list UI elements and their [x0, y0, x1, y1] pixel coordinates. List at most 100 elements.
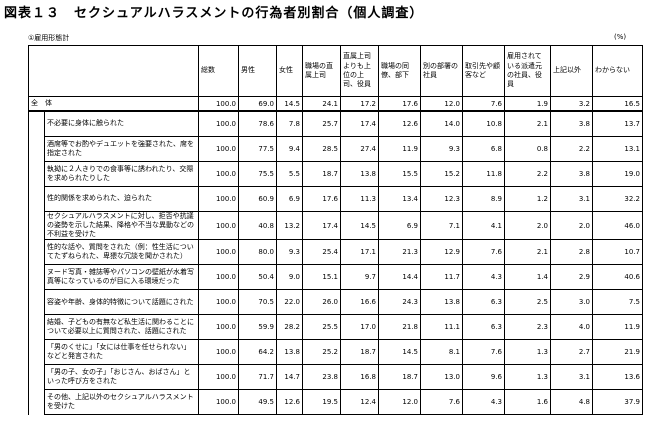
indent	[28, 186, 45, 212]
cell: 12.0	[378, 389, 421, 416]
cell: 6.3	[462, 314, 505, 341]
cell: 7.6	[462, 239, 505, 266]
row: 結婚、子どもの有無など私生活に関わることについて必要以上に質問された、話題にされ…	[28, 314, 643, 341]
cell: 10.8	[462, 110, 505, 137]
subtitle: ①雇用形態計	[28, 34, 70, 42]
cell: 78.6	[238, 110, 277, 137]
total-row: 全 体 100.0 69.0 14.5 24.1 17.2 17.6 12.0 7.6 1.9 3.…	[28, 96, 643, 112]
cell: 16.6	[340, 289, 379, 316]
cell: 14.5	[276, 96, 303, 112]
cell: 12.6	[378, 110, 421, 137]
row-label: 不必要に身体に触られた	[44, 110, 199, 137]
cell: 0.8	[504, 136, 551, 162]
cell: 7.5	[592, 289, 643, 316]
cell: 19.5	[302, 389, 341, 416]
cell: 25.4	[302, 239, 341, 266]
column-header: 総数	[198, 45, 239, 97]
cell: 7.6	[462, 96, 505, 112]
cell: 17.2	[340, 96, 379, 112]
cell: 16.5	[592, 96, 643, 112]
cell: 21.9	[592, 339, 643, 366]
row: 性的関係を求められた、迫られた 100.0 60.9 6.9 17.6 11.3 13.4 1…	[28, 186, 643, 212]
row: 酒席等でお酌やデュエットを強要された、席を指定された 100.0 77.5 9.4 28…	[28, 136, 643, 162]
cell: 27.4	[340, 136, 379, 162]
cell: 100.0	[198, 389, 239, 416]
cell: 9.3	[276, 239, 303, 266]
cell: 7.6	[462, 339, 505, 366]
indent	[28, 314, 45, 340]
cell: 100.0	[198, 161, 239, 187]
row-label: 執拗に２人きりでの食事等に誘われたり、交際を求められたりした	[44, 161, 199, 187]
cell: 6.9	[276, 186, 303, 212]
cell: 7.1	[420, 210, 463, 241]
column-header: わからない	[592, 45, 643, 97]
row-label: 容姿や年齢、身体的特徴について話題にされた	[44, 289, 199, 316]
cell: 25.2	[302, 339, 341, 366]
cell: 25.5	[302, 314, 341, 341]
cell: 32.2	[592, 186, 643, 212]
cell: 3.1	[550, 364, 593, 391]
cell: 37.9	[592, 389, 643, 416]
cell: 28.2	[276, 314, 303, 341]
cell: 100.0	[198, 339, 239, 366]
cell: 8.1	[420, 339, 463, 366]
indent	[28, 389, 45, 415]
cell: 2.8	[550, 239, 593, 266]
cell: 1.4	[504, 264, 551, 291]
column-header: 職場の同僚、部下	[378, 45, 421, 97]
cell: 22.0	[276, 289, 303, 316]
row-label: ヌード写真・雑誌等やパソコンの壁紙が水着写真等になっているのが目に入る環境だった	[44, 264, 199, 291]
cell: 13.8	[276, 339, 303, 366]
row: 「男のくせに」「女には仕事を任せられない」などと発言された 100.0 64.2 13…	[28, 339, 643, 366]
cell: 4.1	[462, 210, 505, 241]
cell: 21.8	[378, 314, 421, 341]
cell: 70.5	[238, 289, 277, 316]
cell: 12.9	[420, 239, 463, 266]
cell: 4.8	[550, 389, 593, 416]
cell: 100.0	[198, 289, 239, 316]
cell: 23.8	[302, 364, 341, 391]
row: 不必要に身体に触られた 100.0 78.6 7.8 25.7 17.4 12.6 14.0 1…	[28, 110, 643, 137]
cell: 3.0	[550, 289, 593, 316]
cell: 13.0	[420, 364, 463, 391]
row-label: 性的関係を求められた、迫られた	[44, 186, 199, 212]
cell: 3.2	[550, 96, 593, 112]
cell: 71.7	[238, 364, 277, 391]
cell: 12.3	[420, 186, 463, 212]
cell: 100.0	[198, 264, 239, 291]
cell: 100.0	[198, 210, 239, 241]
indent	[28, 239, 45, 265]
cell: 9.3	[420, 136, 463, 162]
cell: 15.2	[420, 161, 463, 187]
cell: 25.7	[302, 110, 341, 137]
cell: 8.9	[462, 186, 505, 212]
cell: 2.0	[550, 210, 593, 241]
cell: 2.7	[550, 339, 593, 366]
cell: 6.8	[462, 136, 505, 162]
cell: 15.5	[378, 161, 421, 187]
cell: 3.1	[550, 186, 593, 212]
row-label: 酒席等でお酌やデュエットを強要された、席を指定された	[44, 136, 199, 162]
cell: 2.3	[504, 314, 551, 341]
cell: 2.1	[504, 110, 551, 137]
cell: 1.9	[504, 96, 551, 112]
cell: 14.0	[420, 110, 463, 137]
row-label: 性的な話や、質問をされた（例：性生活についてたずねられた、卑猥な冗談を聞かされた…	[44, 239, 199, 266]
cell: 14.7	[276, 364, 303, 391]
cell: 5.5	[276, 161, 303, 187]
row-label: セクシュアルハラスメントに対し、拒否や抗議の姿勢を示した結果、降格や不当な異動な…	[44, 210, 199, 241]
cell: 1.6	[504, 389, 551, 416]
row-label: 結婚、子どもの有無など私生活に関わることについて必要以上に質問された、話題にされ…	[44, 314, 199, 341]
column-header: 直属上司よりも上位の上司、役員	[340, 45, 379, 97]
cell: 12.4	[340, 389, 379, 416]
cell: 24.1	[302, 96, 341, 112]
cell: 60.9	[238, 186, 277, 212]
cell: 100.0	[198, 136, 239, 162]
cell: 1.3	[504, 364, 551, 391]
cell: 15.1	[302, 264, 341, 291]
indent	[28, 136, 45, 162]
cell: 13.8	[340, 161, 379, 187]
cell: 6.3	[462, 289, 505, 316]
column-header: 取引先や顧客など	[462, 45, 505, 97]
cell: 1.2	[504, 186, 551, 212]
